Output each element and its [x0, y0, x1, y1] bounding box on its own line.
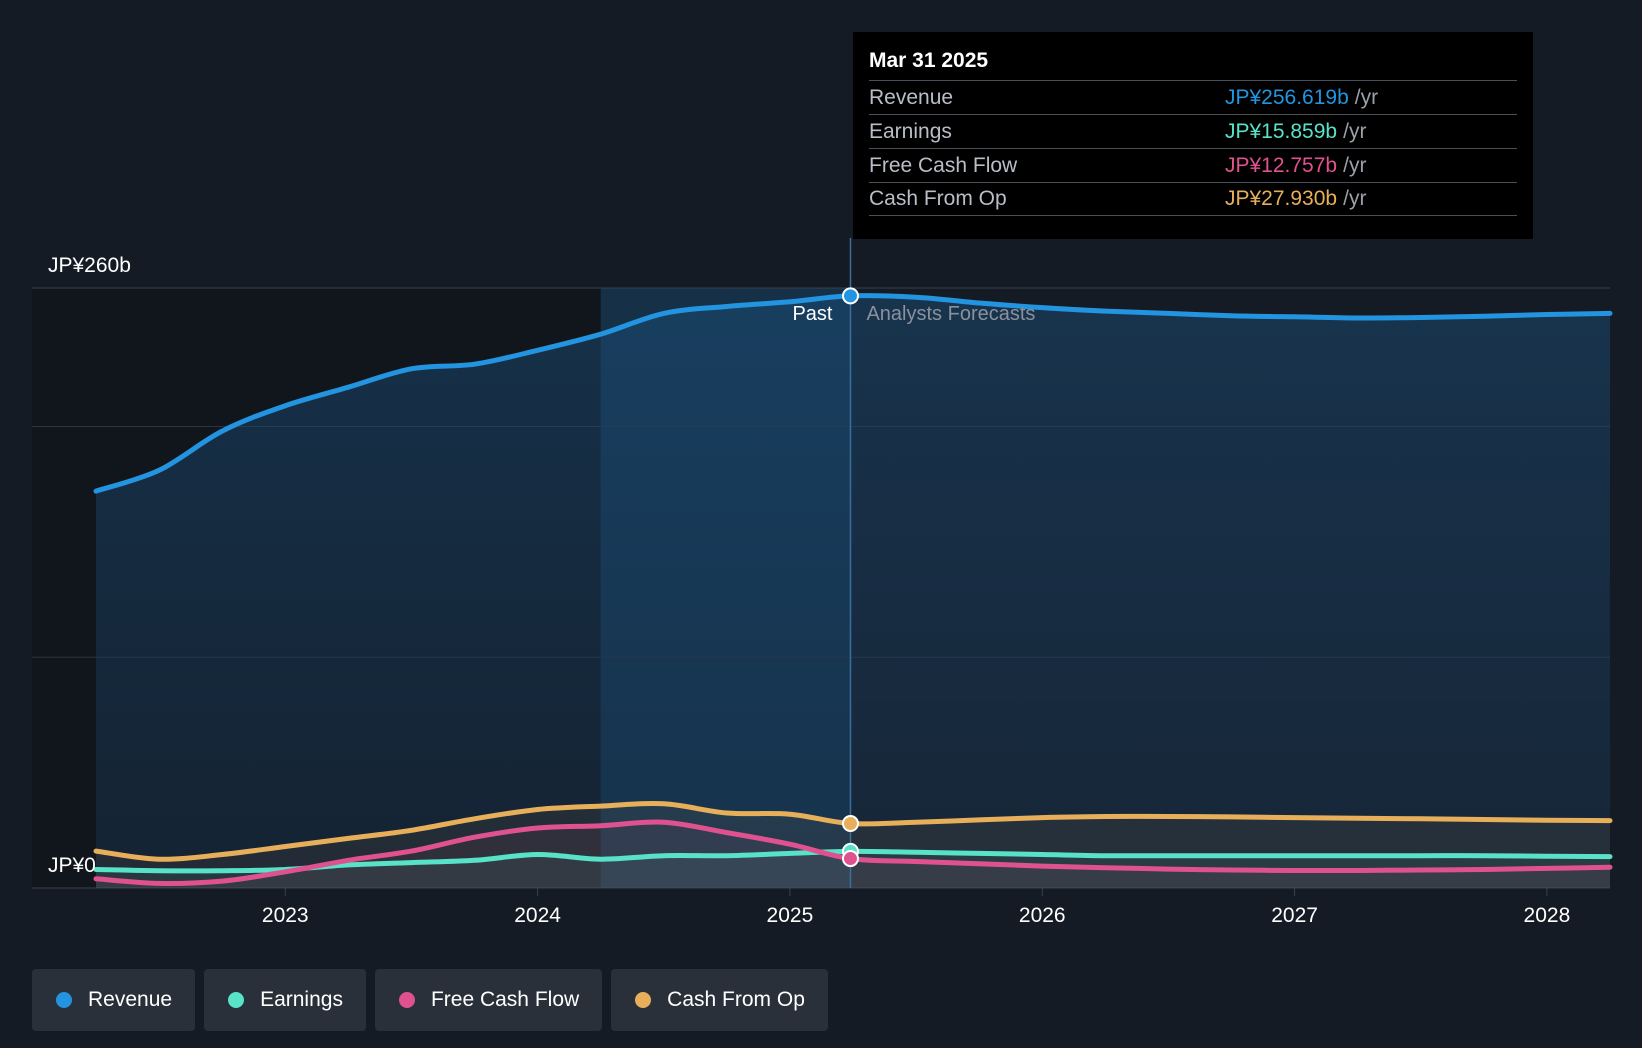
tooltip-row-revenue: Revenue JP¥256.619b/yr: [869, 80, 1517, 114]
cash-from-op-marker: [841, 815, 859, 833]
tooltip-date: Mar 31 2025: [869, 49, 989, 72]
legend-item-earnings[interactable]: Earnings: [204, 969, 366, 1031]
tooltip-row-earnings: Earnings JP¥15.859b/yr: [869, 114, 1517, 148]
revenue-area: [96, 295, 1610, 889]
x-tick-label-2026: 2026: [1019, 904, 1066, 927]
legend-dot-icon: [398, 992, 415, 1008]
x-tick-label-2023: 2023: [262, 904, 309, 927]
legend-label: Cash From Op: [667, 988, 805, 1011]
x-tick-label-2025: 2025: [767, 904, 814, 927]
y-axis-label-bottom: JP¥0: [48, 854, 96, 877]
tooltip-row-value: JP¥256.619b: [1225, 85, 1349, 109]
x-tick-label-2024: 2024: [514, 904, 561, 927]
tooltip-rows: Revenue JP¥256.619b/yr Earnings JP¥15.859b /…: [869, 80, 1517, 216]
legend-label: Earnings: [260, 988, 343, 1011]
legend-item-cash-from-op[interactable]: Cash From Op: [611, 969, 828, 1031]
legend-item-revenue[interactable]: Revenue: [32, 969, 196, 1031]
legend-dot-icon: [228, 992, 245, 1008]
tooltip-row-label: Revenue: [869, 85, 954, 109]
revenue-line: [93, 293, 1613, 494]
legend-label: Free Cash Flow: [430, 988, 580, 1011]
free-cash-flow-marker: [841, 850, 859, 868]
tooltip-row-unit: /yr: [1343, 153, 1367, 177]
hover-markers: [841, 287, 859, 868]
legend-dot-icon: [56, 992, 72, 1008]
tooltip: Mar 31 2025 Revenue JP¥256.619b/yr Earning…: [853, 32, 1533, 239]
legend-label: Revenue: [88, 988, 173, 1011]
x-tick-label-2027: 2027: [1271, 904, 1318, 927]
tooltip-row-label: Earnings: [869, 119, 952, 143]
tooltip-row-unit: /yr: [1343, 187, 1367, 210]
legend-item-free-cash-flow[interactable]: Free Cash Flow: [374, 969, 603, 1031]
tooltip-row-cash-from-op: Cash From Op JP¥27.930b/yr: [869, 182, 1517, 216]
y-axis-label-top: JP¥260b: [48, 254, 131, 277]
tooltip-row-value: JP¥12.757b: [1225, 153, 1338, 177]
x-axis-ticks: 2023 2024 2025 2026 2027 2028: [262, 888, 1570, 927]
x-tick-label-2028: 2028: [1524, 904, 1571, 927]
legend: Revenue Earnings Free Cash Flow Cash From O…: [32, 969, 828, 1031]
tooltip-row-unit: /yr: [1354, 85, 1379, 109]
past-label: Past: [792, 303, 832, 325]
tooltip-row-value: JP¥27.930b: [1225, 187, 1338, 210]
tooltip-row-free-cash-flow: Free Cash Flow JP¥12.757b/yr: [869, 148, 1517, 182]
tooltip-row-value: JP¥15.859b: [1225, 119, 1338, 143]
tooltip-row-label: Free Cash Flow: [869, 153, 1018, 177]
legend-dot-icon: [635, 992, 652, 1008]
chart-canvas: 2023 2024 2025 2026 2027 2028 JP¥260b JP¥0 Pa…: [32, 238, 1613, 927]
tooltip-row-label: Cash From Op: [869, 187, 1007, 210]
revenue-marker: [841, 287, 859, 305]
forecast-label: Analysts Forecasts: [866, 303, 1035, 325]
tooltip-row-unit: /yr: [1343, 119, 1367, 143]
